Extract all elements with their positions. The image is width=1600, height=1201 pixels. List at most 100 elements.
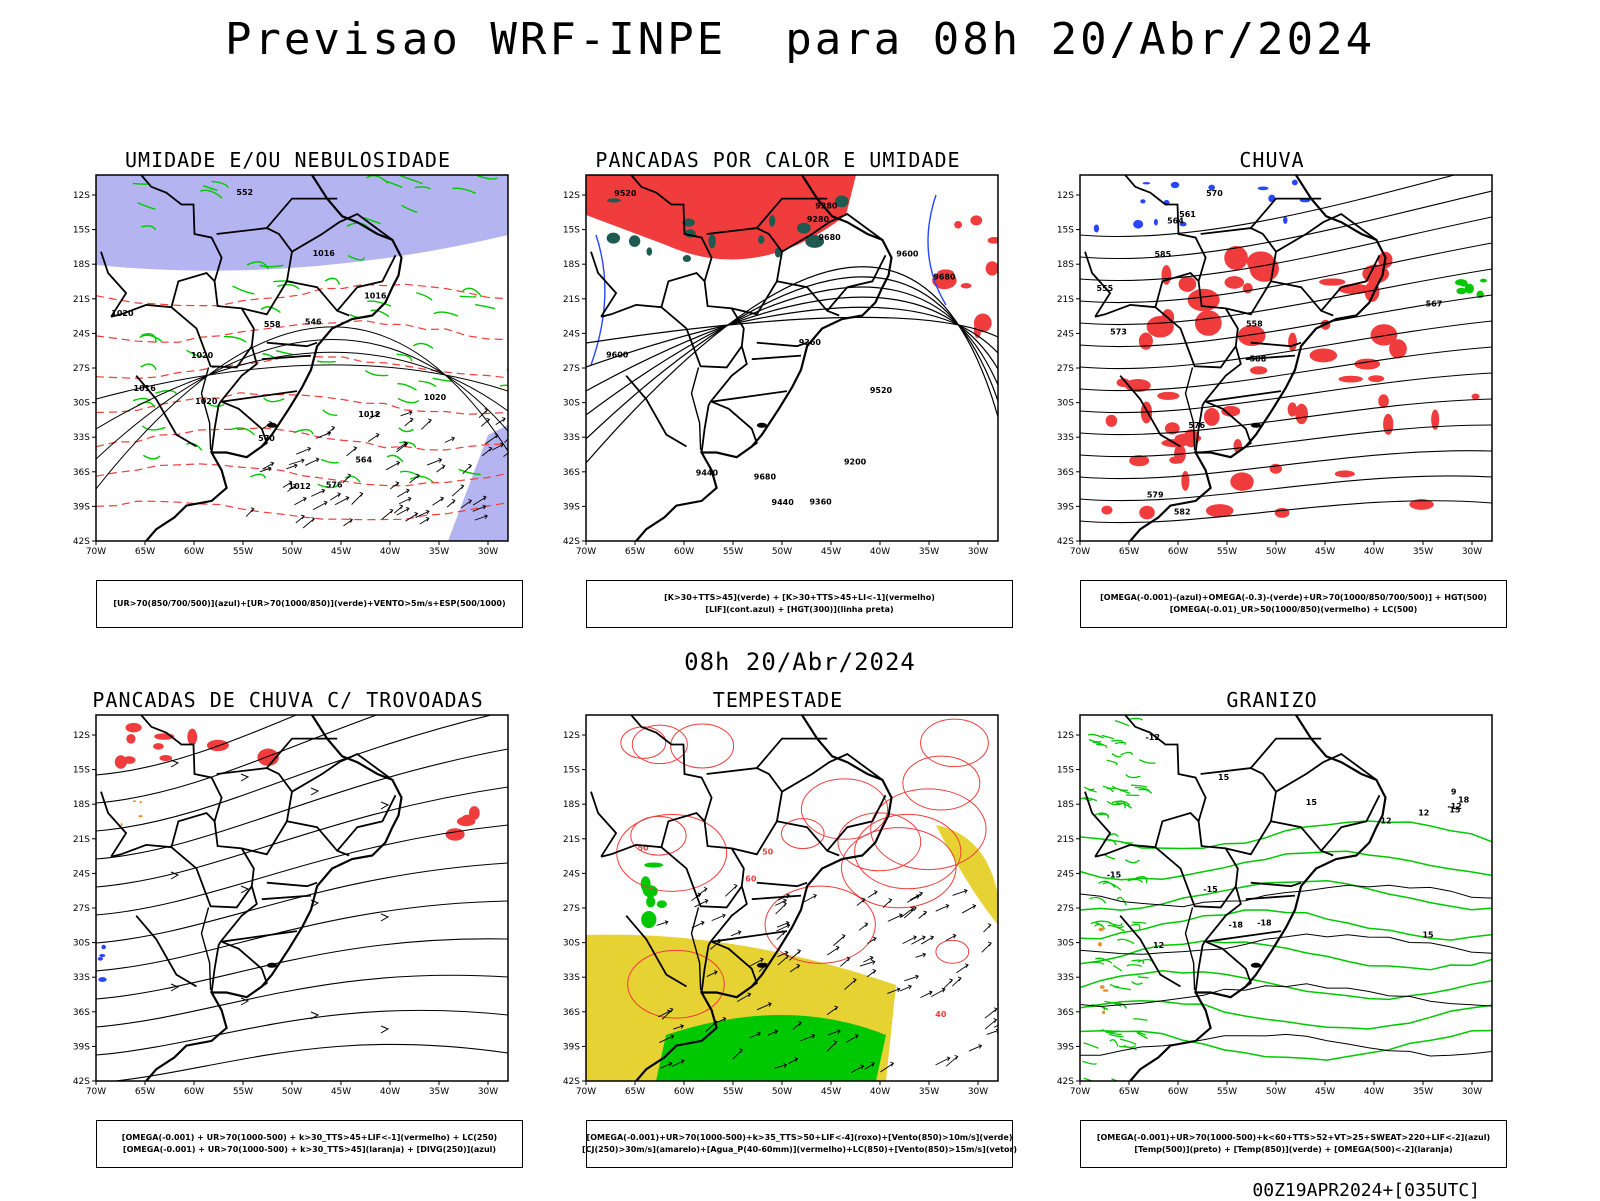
lat-label: 24S: [1057, 869, 1074, 879]
state-border: [1225, 820, 1334, 857]
humidity-low-contour: [433, 311, 459, 317]
weather-area: [456, 816, 476, 827]
wind-vector: [915, 953, 926, 958]
lat-label: 33S: [563, 433, 580, 443]
contour-line: [1080, 940, 1492, 971]
state-border: [261, 354, 312, 361]
lat-label: 27S: [73, 364, 90, 374]
wind-vector-head: [697, 892, 702, 898]
contour-label: 564: [355, 456, 372, 465]
state-border: [1154, 271, 1237, 369]
panel-legend: [OMEGA(-0.001)+UR>70(1000-500)+k<60+TTS>…: [1080, 1120, 1507, 1168]
humidity-low-contour: [414, 186, 431, 190]
humidity-low-contour: [399, 470, 421, 477]
wind-vector-head: [460, 484, 465, 490]
wind-vector-head: [834, 1005, 839, 1011]
contour-label: 1020: [195, 397, 218, 406]
wind-vector: [311, 489, 325, 497]
panel-legend: [OMEGA(-0.001)+UR>70(1000-500)+k>35_TTS>…: [582, 1120, 1017, 1168]
contour-label: 546: [305, 317, 322, 326]
panel-title: PANCADAS DE CHUVA C/ TROVOADAS: [92, 688, 484, 712]
state-border: [336, 794, 397, 852]
contour-line: [96, 364, 508, 400]
lat-label: 30S: [563, 399, 580, 409]
weather-area: [132, 800, 137, 803]
lat-label: 33S: [73, 433, 90, 443]
contour-label: 9440: [772, 498, 795, 507]
map-frame: [95, 714, 509, 1082]
contour-label: 1016: [364, 292, 387, 301]
humidity-low-contour: [260, 306, 281, 314]
wind-vector-head: [833, 1040, 838, 1046]
weather-area: [973, 313, 992, 333]
temp850-contour: [1103, 854, 1115, 860]
weather-area: [987, 237, 998, 244]
temp850-contour: [1131, 784, 1148, 788]
wind-vector: [776, 924, 790, 932]
lagoon: [756, 962, 767, 968]
humidity-low-contour: [186, 442, 203, 451]
wind-vector-head: [414, 511, 419, 517]
wind-vector: [351, 493, 363, 505]
temp850-contour: [1129, 717, 1144, 721]
humidity-low-contour: [142, 454, 161, 460]
wind-vector: [788, 1058, 798, 1064]
coastline: [635, 715, 893, 1081]
wind-vector-head: [680, 1024, 685, 1029]
wind-vector: [984, 1019, 997, 1030]
contour-line: [586, 266, 998, 464]
weather-area: [1370, 324, 1398, 346]
lon-label: 45W: [821, 1087, 841, 1097]
wind-vector: [659, 1035, 674, 1043]
humidity-low-contour: [223, 335, 247, 343]
temp850-contour: [1109, 1039, 1119, 1047]
lon-label: 55W: [1217, 547, 1237, 557]
weather-area: [1274, 507, 1290, 518]
streamline-arrow: [310, 787, 320, 796]
weather-area: [1139, 505, 1155, 520]
contour-label: 50: [762, 848, 774, 857]
wind-vector-head: [954, 1055, 959, 1060]
wind-vector-head: [861, 897, 866, 903]
contour-label: 1016: [134, 384, 157, 393]
state-border: [1084, 251, 1112, 318]
wind-vector-head: [451, 498, 456, 504]
wind-vector: [396, 443, 408, 453]
legend-line: [OMEGA(-0.001)+UR>70(1000-500)+k<60+TTS>…: [1096, 1133, 1491, 1142]
panel-title: PANCADAS POR CALOR E UMIDADE: [595, 148, 961, 172]
weather-area: [97, 956, 104, 961]
state-border: [826, 254, 887, 312]
wind-vector: [952, 889, 968, 896]
weather-area: [1431, 409, 1440, 430]
map-frame: [585, 174, 999, 542]
wind-vector-head: [670, 1034, 675, 1039]
wind-vector: [259, 467, 272, 473]
temp850-contour: [1135, 876, 1148, 884]
wind-vector-head: [852, 978, 857, 983]
temp850-contour: [1138, 788, 1153, 794]
temp850-contour: [1106, 787, 1117, 790]
wind-vector: [833, 935, 846, 946]
lat-label: 30S: [563, 939, 580, 949]
panel-title: UMIDADE E/OU NEBULOSIDADE: [124, 148, 452, 172]
state-border: [1250, 197, 1322, 229]
state-border: [135, 915, 197, 988]
lat-label: 39S: [73, 502, 90, 512]
humidity-low-contour: [317, 360, 336, 363]
humidity-low-contour: [475, 303, 496, 310]
contour-line: [586, 276, 998, 440]
wind-vector-head: [267, 466, 272, 472]
contour-line: [96, 427, 508, 451]
wind-vector-head: [494, 433, 499, 439]
height-contour: [1080, 424, 1492, 458]
weather-area: [1178, 276, 1197, 292]
streamline: [837, 812, 922, 872]
weather-area: [187, 728, 198, 746]
wind-vector-head: [873, 890, 878, 895]
weather-area: [1368, 375, 1385, 383]
state-border: [660, 271, 743, 369]
lat-label: 33S: [563, 973, 580, 983]
lon-label: 70W: [576, 547, 596, 557]
weather-area: [126, 733, 136, 744]
contour-line: [96, 500, 508, 521]
